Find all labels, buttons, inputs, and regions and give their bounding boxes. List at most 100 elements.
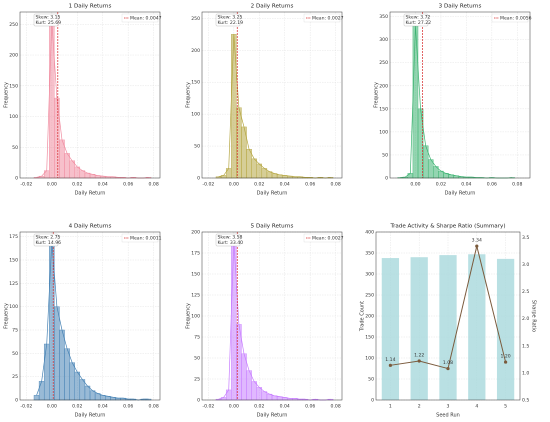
x-tick-label: -0.02 — [20, 182, 32, 188]
y-tick-label: 75 — [194, 335, 200, 341]
histogram-bar — [225, 389, 232, 401]
y-tick-label: 50 — [12, 351, 18, 357]
y-tick-label: 250 — [191, 16, 200, 22]
histogram-bar — [64, 348, 70, 401]
y-axis-label: Frequency — [374, 82, 380, 108]
plot-frame — [201, 11, 343, 179]
y-tick-label: 125 — [9, 281, 18, 287]
y-tick-label: 200 — [191, 230, 200, 236]
sharpe-point — [388, 363, 392, 367]
y-tick-label: 150 — [191, 80, 200, 86]
x-tick-label: 3 — [447, 404, 450, 410]
bar — [410, 257, 428, 400]
y-tick-label: 150 — [191, 272, 200, 278]
y-tick-label: 0 — [371, 398, 374, 404]
sharpe-point — [475, 244, 479, 248]
y-tick-label: 50 — [12, 145, 18, 151]
x-axis-label: Daily Return — [75, 191, 106, 197]
y2-tick-label: 3.5 — [522, 235, 529, 241]
plot-frame — [389, 11, 531, 179]
x-tick-label: 0.02 — [72, 182, 82, 188]
x-tick-label: 0.08 — [149, 404, 159, 410]
histogram-bar — [74, 371, 81, 401]
x-tick-label: 0.06 — [123, 404, 133, 410]
y2-tick-label: 1.5 — [522, 343, 529, 349]
y2-tick-label: 2.5 — [522, 289, 529, 295]
x-tick-label: -0.02 — [20, 404, 32, 410]
y-tick-label: 0 — [15, 398, 18, 404]
stats-text: Skew: 3.72 — [406, 15, 431, 21]
y-tick-label: 175 — [191, 251, 200, 257]
histogram-bar — [43, 343, 50, 401]
subplot-title: 2 Daily Returns — [251, 4, 294, 10]
y-tick-label: 300 — [365, 272, 374, 278]
y-tick-label: 75 — [12, 328, 18, 334]
kde-line — [36, 240, 149, 401]
y-tick-label: 50 — [194, 356, 200, 362]
y-tick-label: 50 — [368, 377, 374, 383]
stats-text: Kurt: 33.40 — [218, 240, 244, 246]
stats-box — [33, 13, 59, 27]
stats-text: Skew: 3.58 — [218, 235, 243, 241]
x-tick-label: 0.00 — [410, 182, 420, 188]
sharpe-point — [504, 360, 508, 364]
x-axis-label: Daily Return — [445, 191, 476, 197]
plot-frame — [201, 231, 343, 401]
x-tick-label: 0.06 — [123, 182, 133, 188]
x-tick-label: 0.00 — [229, 404, 239, 410]
y-tick-label: 250 — [379, 60, 388, 66]
y-tick-label: 300 — [379, 37, 388, 43]
y-axis-label: Frequency — [186, 303, 192, 329]
y-tick-label: 0 — [15, 176, 18, 182]
y-axis-label: Frequency — [186, 82, 192, 108]
y-tick-label: 150 — [365, 335, 374, 341]
x-tick-label: 0.08 — [331, 404, 341, 410]
legend-label: Mean: 0.0056 — [500, 16, 532, 22]
value-label: 1.22 — [414, 352, 424, 358]
x-tick-label: 0.00 — [229, 182, 239, 188]
histogram-bar — [99, 395, 106, 401]
y-tick-label: 100 — [365, 356, 374, 362]
y-tick-label: 350 — [365, 251, 374, 257]
x-tick-label: 0.00 — [47, 404, 57, 410]
legend-label: Mean: 0.0047 — [130, 16, 162, 22]
y-tick-label: 100 — [191, 314, 200, 320]
kde-line — [218, 33, 331, 179]
bar — [439, 255, 457, 400]
x-axis-label: Seed Run — [436, 413, 460, 419]
y-tick-label: 100 — [191, 112, 200, 118]
histogram-bar — [79, 379, 86, 401]
x-tick-label: 0.02 — [254, 404, 264, 410]
subplot-title: Trade Activity & Sharpe Ratio (Summary) — [389, 224, 505, 230]
histogram-bar — [251, 381, 257, 401]
y-tick-label: 150 — [9, 258, 18, 264]
histogram-bar — [412, 25, 419, 179]
x-tick-label: 0.02 — [436, 182, 446, 188]
legend-label: Mean: 0.0011 — [130, 236, 162, 242]
y-tick-label: 350 — [379, 14, 388, 20]
y2-tick-label: 2.0 — [522, 316, 529, 322]
x-tick-label: 0.04 — [280, 182, 290, 188]
y2-axis-label: Sharpe Ratio — [531, 300, 537, 332]
x-tick-label: 0.08 — [331, 182, 341, 188]
histogram-bar — [246, 149, 252, 179]
plot-frame — [19, 231, 161, 401]
x-tick-label: 0.08 — [149, 182, 159, 188]
y-tick-label: 200 — [365, 314, 374, 320]
y-tick-label: 200 — [191, 48, 200, 54]
stats-text: Kurt: 22.19 — [218, 20, 244, 26]
stats-text: Kurt: 27.22 — [406, 20, 432, 26]
x-tick-label: 0.04 — [98, 182, 108, 188]
y-tick-label: 0 — [385, 176, 388, 182]
y-tick-label: 200 — [379, 83, 388, 89]
x-tick-label: 0.06 — [305, 182, 315, 188]
y-axis-label: Frequency — [4, 82, 10, 108]
x-tick-label: 0.00 — [47, 182, 57, 188]
stats-text: Kurt: 25.69 — [36, 20, 62, 26]
histogram-bar — [38, 381, 45, 401]
y-tick-label: 25 — [194, 377, 200, 383]
x-tick-label: 1 — [389, 404, 392, 410]
y2-tick-label: 3.0 — [522, 262, 529, 268]
y-tick-label: 150 — [9, 83, 18, 89]
